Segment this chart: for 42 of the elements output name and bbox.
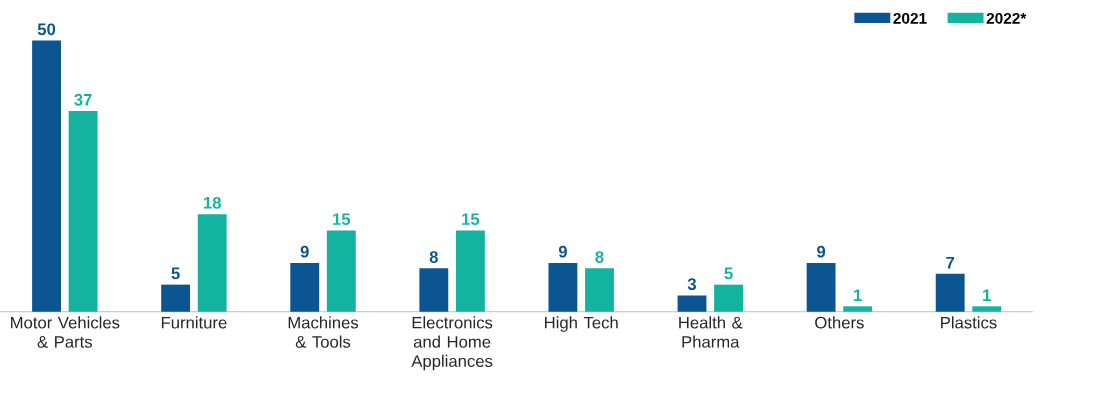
data-label: 1 <box>983 289 991 301</box>
data-label: 18 <box>203 196 221 209</box>
bar <box>197 213 227 312</box>
bar <box>326 230 356 312</box>
bar <box>972 306 1002 312</box>
data-label: 8 <box>429 250 438 263</box>
bar <box>290 262 320 312</box>
data-label: 9 <box>817 245 826 258</box>
bar <box>548 262 578 312</box>
data-label: 5 <box>724 267 733 280</box>
data-label: 9 <box>558 245 567 258</box>
bar <box>843 306 873 312</box>
x-tick-label: Electronics and Home Appliances <box>411 316 493 371</box>
x-tick-label: Health & Pharma <box>679 316 743 348</box>
bar <box>419 268 449 312</box>
x-tick-label: High Tech <box>545 316 618 332</box>
legend-label: 2021 <box>893 12 927 24</box>
bar <box>677 295 707 312</box>
data-label: 5 <box>171 267 180 280</box>
bar <box>714 284 743 312</box>
bar <box>32 40 61 312</box>
x-tick-label: Plastics <box>941 316 997 329</box>
data-label: 8 <box>595 250 604 263</box>
bar <box>806 262 836 312</box>
bar <box>68 110 98 312</box>
bar <box>585 268 614 312</box>
data-label: 3 <box>687 278 697 290</box>
x-tick-label: Furniture <box>161 316 227 329</box>
data-label: 15 <box>333 213 351 225</box>
data-label: 7 <box>946 256 955 269</box>
x-tick-label: Others <box>815 316 864 329</box>
data-label: 15 <box>462 213 480 225</box>
legend-label: 2022* <box>986 12 1027 24</box>
bar <box>161 284 191 312</box>
data-label: 9 <box>300 245 309 258</box>
bar <box>455 230 485 312</box>
data-label: 50 <box>37 23 56 36</box>
data-label: 37 <box>74 93 92 106</box>
x-tick-label: Motor Vehicles & Parts <box>11 316 120 348</box>
x-tick-label: Machines & Tools <box>288 316 359 348</box>
bar <box>935 273 965 312</box>
data-label: 1 <box>854 289 862 301</box>
